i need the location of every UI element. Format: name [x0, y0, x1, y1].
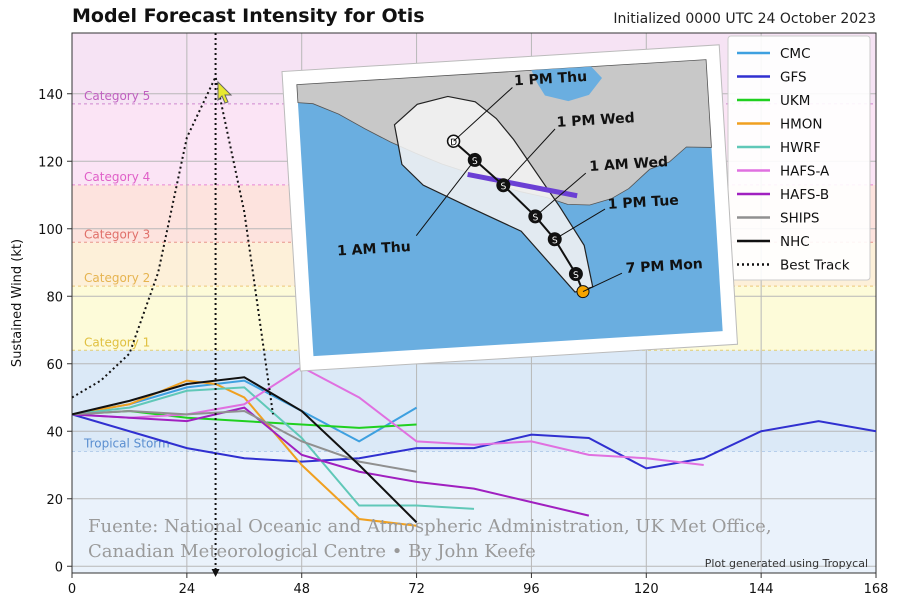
source-line-2: Canadian Meteorological Centre • By John… [88, 541, 536, 562]
label-1am-thu: 1 AM Thu [337, 239, 412, 259]
y-tick-label: 60 [46, 358, 63, 373]
y-tick-label: 80 [46, 290, 63, 305]
time-marker-arrow [211, 569, 220, 577]
y-tick-label: 140 [38, 88, 63, 103]
axes: 0 24 48 72 96 120 144 168 0 20 40 60 80 100 120 140 [38, 88, 888, 597]
legend-label: UKM [780, 93, 810, 109]
category-label: Category 1 [84, 335, 150, 349]
legend-label: HAFS-B [780, 187, 829, 203]
series-line-hafs-b [71, 406, 590, 517]
track-point-2-letter: S [500, 182, 507, 192]
legend-label: NHC [780, 234, 810, 250]
legend-label: HAFS-A [780, 164, 830, 180]
series-line-ships [71, 409, 417, 473]
category-label: Category 5 [84, 89, 150, 103]
legend-label: Best Track [780, 258, 850, 274]
category-label: Category 2 [84, 271, 150, 285]
legend: CMC GFS UKM HMON HWRF HAFS-A HAFS-B SHIPS NHC Bes… [727, 35, 871, 281]
plot-generated-note: Plot generated using Tropycal [705, 557, 868, 570]
track-point-5-letter: S [573, 271, 580, 281]
leader-1pm-tue [554, 208, 606, 240]
y-tick-label: 20 [46, 493, 63, 508]
leader-1pm-thu [453, 87, 513, 142]
chart-subtitle: Initialized 0000 UTC 24 October 2023 [613, 11, 876, 27]
legend-box [727, 35, 871, 281]
track-point-3-letter: S [532, 213, 539, 223]
series-lines [71, 33, 877, 577]
category-labels: Tropical Storm Category 1 Category 2 Catego… [83, 89, 170, 451]
category-label: Tropical Storm [83, 437, 170, 451]
series-line-nhc [71, 376, 418, 524]
leader-1am-wed [534, 172, 587, 217]
track-point-4-letter: S [552, 236, 559, 246]
category-label: Category 3 [84, 227, 150, 241]
track-point-d-letter: D [450, 138, 458, 148]
x-tick-label: 96 [523, 582, 540, 597]
series-line-hmon [71, 379, 417, 527]
legend-label: HWRF [780, 140, 821, 156]
series-line-gfs [71, 413, 877, 470]
y-tick-label: 120 [38, 155, 63, 170]
legend-label: HMON [780, 117, 823, 133]
y-tick-label: 40 [46, 425, 63, 440]
x-tick-label: 24 [179, 582, 196, 597]
label-1am-wed: 1 AM Wed [589, 154, 669, 175]
label-1pm-tue: 1 PM Tue [607, 193, 679, 213]
warning-segment [467, 171, 578, 199]
plot-frame [71, 32, 877, 574]
inset-map: D S S S S S 1 PM Thu 1 PM Wed 1 AM Wed 1… [281, 44, 739, 372]
category-label: Category 4 [84, 170, 150, 184]
x-tick-label: 72 [408, 582, 425, 597]
source-line-1: Fuente: National Oceanic and Atmospheric… [88, 516, 772, 537]
leader-1am-thu [415, 159, 476, 236]
inset-gulf [531, 66, 602, 102]
track-point-5 [568, 266, 583, 281]
leader-1pm-wed [502, 128, 556, 186]
label-1pm-wed: 1 PM Wed [556, 110, 635, 131]
forecast-cone [393, 95, 594, 293]
series-line-hwrf [71, 386, 475, 510]
x-tick-label: 48 [293, 582, 310, 597]
label-7pm-mon: 7 PM Mon [625, 256, 703, 277]
x-tick-label: 168 [864, 582, 889, 597]
y-axis-label: Sustained Wind (kt) [10, 239, 25, 367]
legend-label: CMC [780, 46, 811, 62]
series-line-hafs-a [71, 365, 704, 466]
x-tick-label: 120 [634, 582, 659, 597]
y-tick-label: 0 [55, 560, 63, 575]
y-tick-label: 100 [38, 223, 63, 238]
legend-label: SHIPS [780, 211, 819, 227]
chart-title: Model Forecast Intensity for Otis [72, 5, 425, 27]
track-point-1-letter: S [472, 157, 479, 167]
leader-7pm-mon [582, 272, 623, 293]
legend-label: GFS [780, 70, 807, 86]
x-tick-label: 0 [68, 582, 76, 597]
category-band [72, 350, 876, 452]
below-storm-band [72, 451, 876, 573]
x-tick-label: 144 [749, 582, 774, 597]
label-1pm-thu: 1 PM Thu [514, 69, 588, 89]
cursor-icon [217, 80, 233, 104]
